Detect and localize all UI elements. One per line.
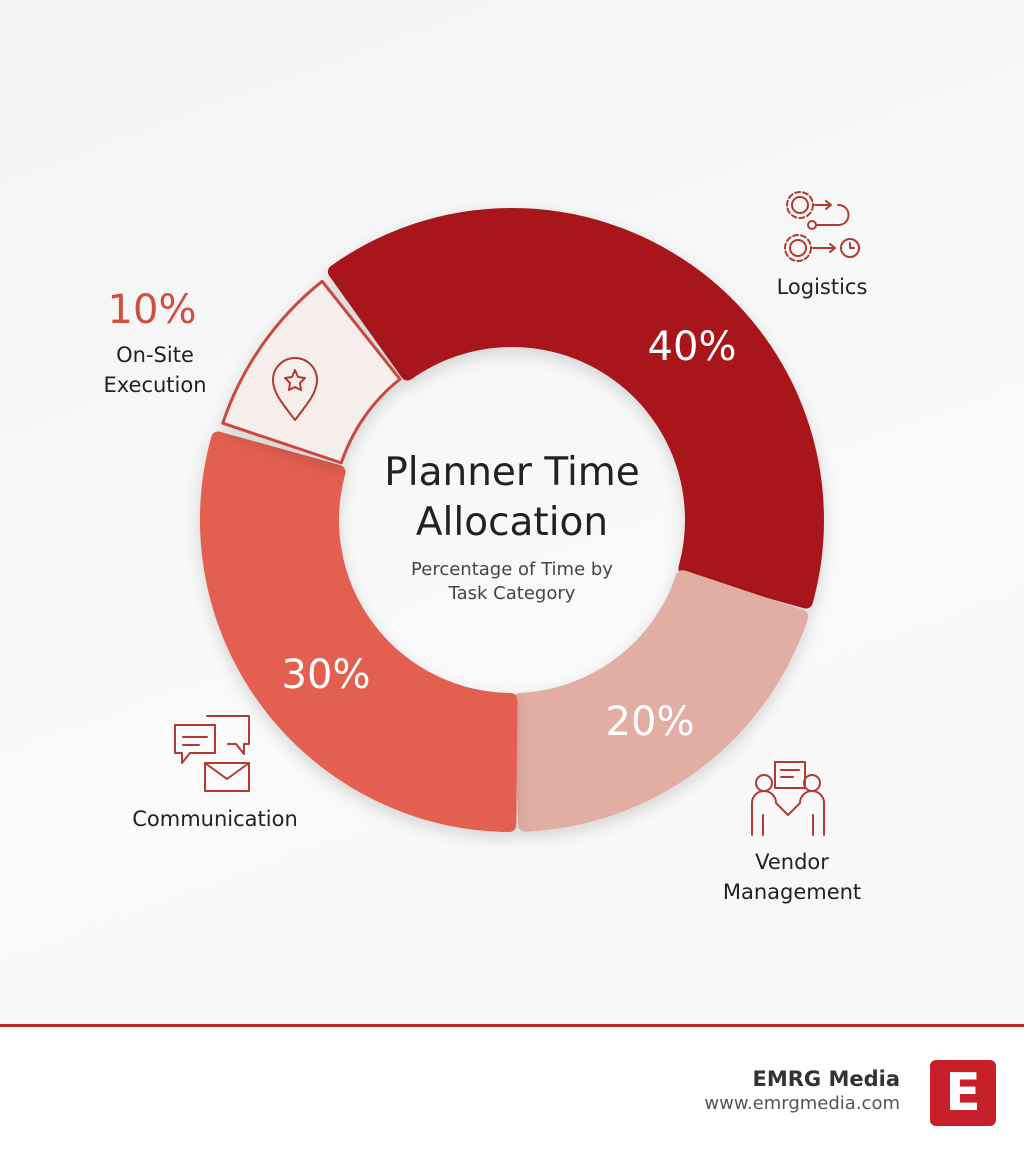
brand-name: EMRG Media [752,1067,900,1091]
value-label: 10% [107,287,197,333]
footer: EMRG Media www.emrgmedia.com E [0,1024,1024,1157]
chart-title: Planner Time Allocation [384,450,640,545]
value-label: 30% [281,652,371,698]
vendor-icon [751,761,825,836]
brand-url: www.emrgmedia.com [704,1093,900,1114]
chart [174,191,860,836]
chart-subtitle: Percentage of Time by Task Category [411,559,613,604]
center-text: Planner Time Allocation Percentage of Ti… [362,448,662,606]
brand-logo: E [930,1060,996,1126]
donut [200,208,824,832]
value-label: 40% [647,324,737,370]
category-label: Communication [132,807,298,831]
donut-slice [512,570,809,832]
value-label: 20% [605,699,695,745]
location-icon [272,357,318,421]
logistics-icon [784,191,860,262]
donut-slice [200,431,518,832]
category-label: On-Site Execution [103,343,207,397]
communication-icon [174,715,250,792]
donut-slice [221,279,402,465]
category-label: Vendor Management [722,850,862,904]
category-label: Logistics [776,275,868,299]
donut-slice [327,208,824,609]
